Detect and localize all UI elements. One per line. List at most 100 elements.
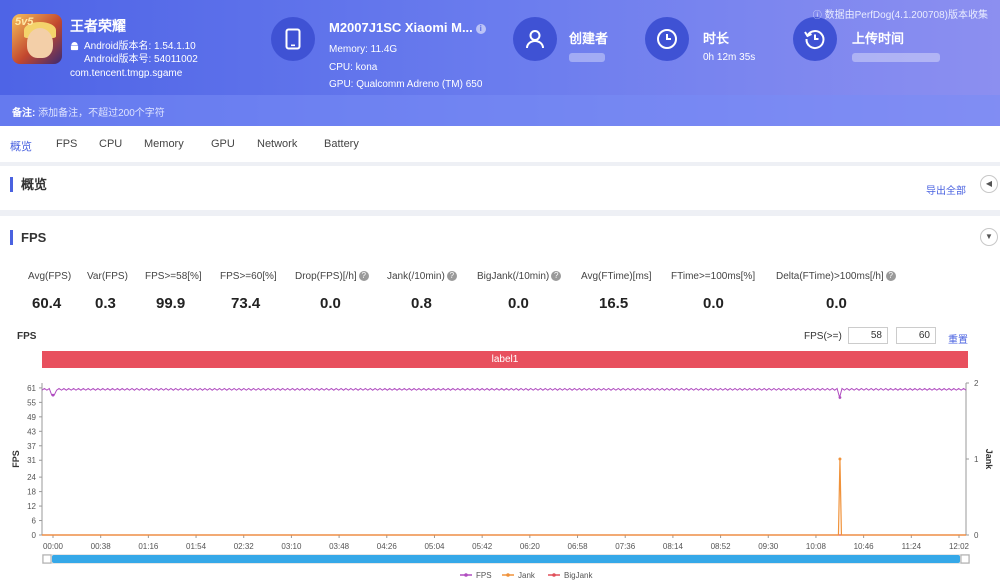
x-tick-label: 09:30 [758, 542, 779, 551]
legend-label: Jank [518, 571, 536, 580]
y2-axis-label: Jank [984, 449, 994, 471]
x-tick-label: 08:14 [663, 542, 684, 551]
threshold-input-60[interactable]: 60 [896, 327, 936, 344]
metric-label: FPS>=58[%] [145, 271, 202, 282]
note-label: 备注: [12, 108, 36, 119]
x-tick-label: 00:38 [91, 542, 112, 551]
label-band-text: label1 [491, 354, 519, 365]
legend-swatch-dot [552, 573, 556, 577]
metric-value: 73.4 [231, 295, 261, 312]
metric-label: Delta(FTime)>100ms[/h]? [776, 271, 896, 282]
x-tick-label: 06:58 [568, 542, 589, 551]
duration-badge [645, 17, 689, 61]
tab-gpu[interactable]: GPU [211, 138, 235, 150]
note-input[interactable]: 添加备注，不超过200个字符 [38, 108, 165, 119]
data-source-note: ⓘ 数据由PerfDog(4.1.200708)版本收集 [812, 10, 988, 21]
metric-value: 0.3 [95, 295, 116, 312]
duration-title: 时长 [703, 31, 730, 46]
help-icon[interactable]: ? [885, 271, 896, 282]
android-version-name: Android版本名: 1.54.1.10 [84, 41, 196, 52]
metric-value: 99.9 [156, 295, 186, 312]
y2-tick-label: 2 [974, 379, 979, 388]
metric-value: 16.5 [599, 295, 629, 312]
device-memory: Memory: 11.4G [329, 44, 398, 55]
range-scroller-thumb [52, 555, 960, 563]
package-name: com.tencent.tmgp.sgame [70, 68, 183, 79]
x-tick-label: 10:46 [854, 542, 875, 551]
legend-label: FPS [476, 571, 492, 580]
metric-label: FPS>=60[%] [220, 271, 277, 282]
range-handle-right [960, 554, 970, 564]
tab-memory[interactable]: Memory [144, 138, 184, 150]
y-tick-label: 0 [32, 531, 37, 540]
help-icon[interactable]: ? [551, 271, 562, 282]
metric-value: 0.0 [703, 295, 724, 312]
metric-value: 0.0 [320, 295, 341, 312]
metric-label: FTime>=100ms[%] [671, 271, 756, 282]
help-icon[interactable]: ? [358, 271, 369, 282]
label-band[interactable]: label1 [42, 351, 968, 368]
android-version-code: Android版本号: 54011002 [84, 54, 198, 65]
phone-icon [285, 28, 301, 50]
tab-network[interactable]: Network [257, 138, 298, 150]
metric-label: Drop(FPS)[/h]? [295, 271, 369, 282]
reset-link[interactable]: 重置 [948, 335, 968, 346]
x-tick-label: 06:20 [520, 542, 541, 551]
y-axis-label: FPS [11, 450, 21, 468]
x-tick-label: 00:00 [43, 542, 64, 551]
report-header: 5v5 王者荣耀 Android版本名: 1.54.1.10 Android版本… [0, 0, 1000, 126]
upload-badge [793, 17, 837, 61]
x-tick-label: 07:36 [615, 542, 636, 551]
x-tick-label: 03:10 [281, 542, 302, 551]
y-tick-label: 24 [27, 473, 36, 482]
app-icon: 5v5 [12, 14, 62, 64]
chevron-left-icon: ◀ [985, 179, 993, 188]
user-icon [526, 30, 544, 49]
overview-title: 概览 [10, 177, 47, 192]
x-tick-label: 05:42 [472, 542, 493, 551]
jank-spike-point [838, 457, 842, 461]
metric-label: Avg(FPS) [28, 271, 72, 282]
x-tick-label: 01:16 [138, 542, 159, 551]
creator-title: 创建者 [569, 31, 609, 46]
note-bar[interactable]: 备注: 添加备注，不超过200个字符 [0, 95, 1000, 126]
y-tick-label: 61 [27, 384, 36, 393]
chart-title: FPS [17, 331, 37, 342]
x-tick-label: 12:02 [949, 542, 970, 551]
y2-tick-label: 1 [974, 455, 979, 464]
device-badge [271, 17, 315, 61]
metric-label: Avg(FTime)[ms] [581, 271, 652, 282]
x-tick-label: 08:52 [711, 542, 732, 551]
fps-dip-point [838, 396, 842, 399]
tab-cpu[interactable]: CPU [99, 138, 123, 150]
info-icon[interactable]: i [475, 23, 486, 34]
fps-series-line [41, 387, 967, 400]
y-tick-label: 55 [27, 398, 36, 407]
app-version: Android版本名: 1.54.1.10 Android版本号: 540110… [84, 40, 198, 66]
device-cpu: CPU: kona [329, 62, 378, 73]
threshold-label: FPS(>=) [804, 331, 842, 342]
fps-section: FPS ▼ [0, 216, 1000, 580]
tab-bar: 概览 FPS CPU Memory GPU Network Battery [0, 126, 1000, 162]
threshold-input-58[interactable]: 58 [848, 327, 888, 344]
tab-overview[interactable]: 概览 [10, 141, 32, 153]
x-tick-label: 05:04 [424, 542, 445, 551]
collapse-left-button[interactable]: ◀ [980, 175, 998, 193]
y-tick-label: 43 [27, 427, 36, 436]
range-handle-left [42, 554, 52, 564]
export-all-link[interactable]: 导出全部 [926, 186, 966, 197]
y2-tick-label: 0 [974, 531, 979, 540]
history-icon [804, 30, 825, 50]
tab-fps[interactable]: FPS [56, 138, 78, 150]
collapse-down-button[interactable]: ▼ [980, 228, 998, 246]
x-tick-label: 02:32 [234, 542, 255, 551]
device-name: M2007J1SC Xiaomi M... i [329, 20, 486, 35]
app-name: 王者荣耀 [70, 18, 126, 34]
tab-battery[interactable]: Battery [324, 138, 359, 150]
chevron-down-icon: ▼ [985, 232, 993, 241]
device-gpu: GPU: Qualcomm Adreno (TM) 650 [329, 79, 483, 90]
help-icon[interactable]: ? [446, 271, 457, 282]
x-tick-label: 03:48 [329, 542, 350, 551]
x-tick-label: 11:24 [902, 542, 922, 551]
metric-value: 0.0 [508, 295, 529, 312]
